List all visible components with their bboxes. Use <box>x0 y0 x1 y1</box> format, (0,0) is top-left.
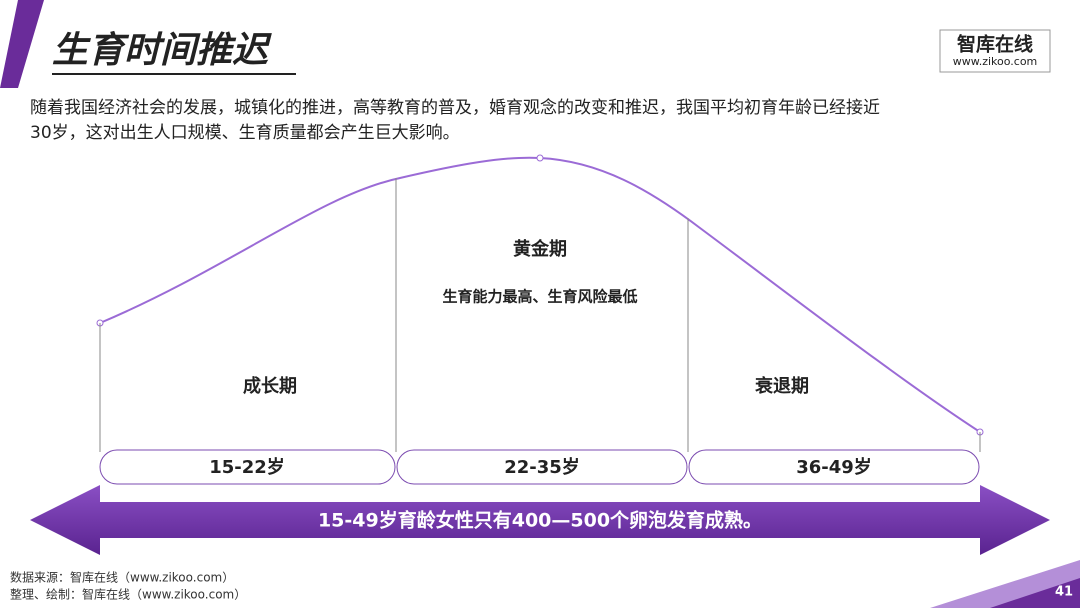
corner-accent <box>990 578 1080 608</box>
logo-name: 智库在线 <box>957 33 1033 56</box>
title: 生育时间推迟 <box>52 30 272 71</box>
age-range: 15-22岁 <box>209 456 285 478</box>
footer-line: 数据来源：智库在线（www.zikoo.com） <box>10 570 234 585</box>
title-accent <box>0 0 44 88</box>
age-range: 36-49岁 <box>796 456 872 478</box>
stage-note: 生育能力最高、生育风险最低 <box>442 288 637 306</box>
intro-line: 30岁，这对出生人口规模、生育质量都会产生巨大影响。 <box>30 123 460 143</box>
age-pill <box>688 449 980 485</box>
stage-name: 成长期 <box>243 375 297 397</box>
stage-name: 黄金期 <box>513 238 567 260</box>
page-number: 41 <box>1055 585 1073 600</box>
curve-point <box>536 154 544 162</box>
logo-box <box>939 29 1051 73</box>
age-pill <box>99 449 396 485</box>
intro-line: 随着我国经济社会的发展，城镇化的推进，高等教育的普及，婚育观念的改变和推迟，我国… <box>30 97 880 118</box>
logo-url: www.zikoo.com <box>953 55 1038 68</box>
age-range: 22-35岁 <box>504 456 580 478</box>
footer-line: 整理、绘制：智库在线（www.zikoo.com） <box>10 587 246 602</box>
arrow-text: 15-49岁育龄女性只有400—500个卵泡发育成熟。 <box>318 509 762 532</box>
stage-name: 衰退期 <box>754 375 809 397</box>
double-arrow <box>30 485 1050 555</box>
age-pill <box>396 449 688 485</box>
